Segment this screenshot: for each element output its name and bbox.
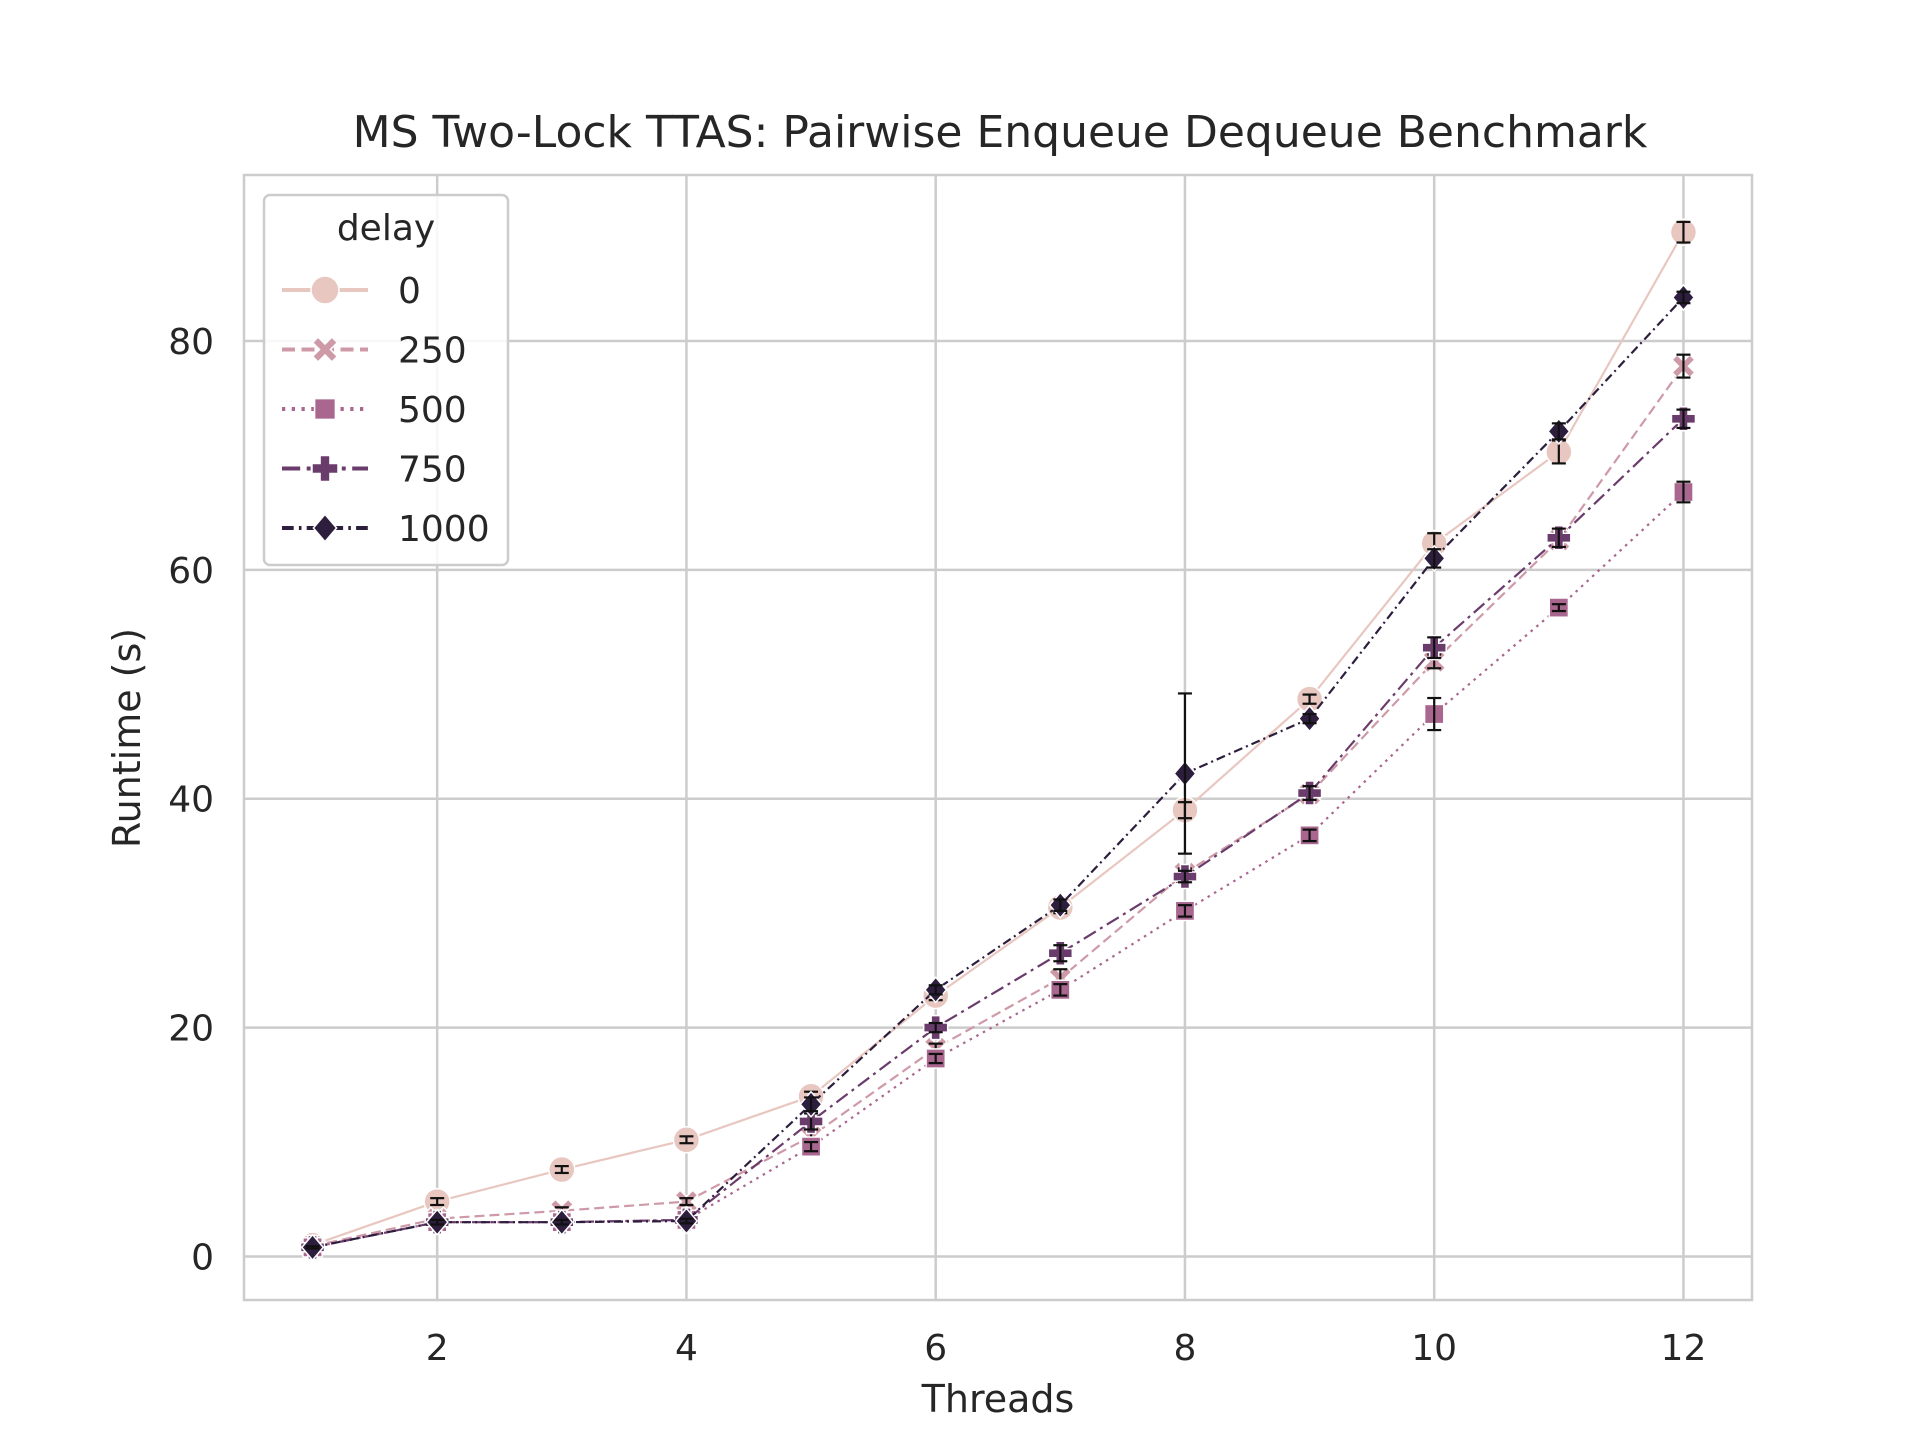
error-bar-500 (1053, 983, 1068, 997)
error-bar-750 (1177, 869, 1192, 884)
error-bar-250 (1676, 353, 1691, 379)
y-tick-label: 0 (191, 1238, 214, 1279)
series-line-750 (312, 417, 1685, 1249)
legend-item-0: 0 (282, 271, 421, 312)
x-tick-label: 2 (426, 1328, 449, 1369)
y-tick-label: 40 (168, 780, 214, 821)
y-tick-label: 80 (168, 322, 214, 363)
x-tick-label: 6 (924, 1328, 947, 1369)
legend-label: 250 (398, 331, 467, 372)
error-bar-1000 (430, 1218, 445, 1226)
axes: 2 4 6 8 10 12 0 20 40 60 80 (168, 173, 1754, 1369)
legend-marker (310, 275, 340, 305)
legend-item-250: 250 (282, 331, 467, 372)
error-bar-1000 (1427, 548, 1442, 569)
legend-item-750: 750 (282, 450, 467, 491)
series-line-0 (312, 231, 1685, 1247)
series-layer (298, 218, 1698, 1262)
error-bar-250 (679, 1197, 694, 1207)
x-tick-label: 10 (1411, 1328, 1457, 1369)
legend-title: delay (337, 208, 435, 249)
legend-marker (312, 513, 338, 543)
error-bar-750 (1551, 527, 1566, 549)
y-axis-label: Runtime (s) (105, 628, 149, 848)
legend: delay 0 250 500 750 1000 (262, 193, 510, 567)
error-bar-500 (928, 1052, 943, 1065)
series-line-500 (312, 491, 1685, 1249)
series-line-250 (312, 365, 1685, 1248)
series-1000 (300, 283, 1696, 1262)
legend-label: 1000 (398, 509, 490, 550)
y-tick-label: 20 (168, 1009, 214, 1050)
error-bar-750 (1676, 408, 1691, 430)
grid (244, 175, 1752, 1300)
series-line-1000 (312, 296, 1685, 1249)
error-bar-1000 (1053, 898, 1068, 912)
error-bar-1000 (305, 1245, 320, 1250)
error-bar-500 (1551, 603, 1566, 613)
x-axis-label: Threads (921, 1377, 1075, 1421)
x-tick-label: 12 (1661, 1328, 1707, 1369)
error-bar-0 (430, 1197, 445, 1207)
error-bar-0 (554, 1164, 569, 1175)
error-bar-500 (1177, 904, 1192, 918)
error-bar-750 (928, 1021, 943, 1034)
error-bar-1000 (1302, 712, 1317, 725)
legend-marker (311, 336, 339, 363)
error-bar-750 (1302, 785, 1317, 801)
legend-item-500: 500 (282, 390, 467, 431)
error-bar-500 (1676, 480, 1691, 504)
legend-label: 750 (398, 450, 467, 491)
error-bar-0 (1676, 220, 1691, 244)
x-tick-label: 8 (1173, 1328, 1196, 1369)
y-tick-label: 60 (168, 551, 214, 592)
legend-item-1000: 1000 (282, 509, 490, 550)
error-bar-1000 (679, 1217, 694, 1225)
legend-label: 0 (398, 271, 421, 312)
error-bar-500 (1302, 828, 1317, 843)
error-bar-750 (1053, 944, 1068, 963)
legend-label: 500 (398, 390, 467, 431)
error-bar-1000 (1177, 692, 1192, 855)
error-bar-0 (1302, 693, 1317, 705)
error-bar-1000 (1551, 422, 1566, 441)
error-bar-1000 (928, 984, 943, 996)
error-bar-1000 (554, 1218, 569, 1226)
error-bar-500 (804, 1140, 819, 1153)
x-tick-label: 4 (675, 1328, 698, 1369)
error-bar-500 (1427, 696, 1442, 732)
plot-frame (242, 173, 1754, 1302)
error-bar-750 (1427, 636, 1442, 660)
chart-title: MS Two-Lock TTAS: Pairwise Enqueue Deque… (353, 107, 1648, 158)
legend-marker (313, 397, 337, 421)
error-bar-0 (679, 1135, 694, 1145)
error-bar-1000 (1676, 290, 1691, 305)
error-bar-1000 (804, 1096, 819, 1113)
legend-marker (311, 454, 339, 483)
